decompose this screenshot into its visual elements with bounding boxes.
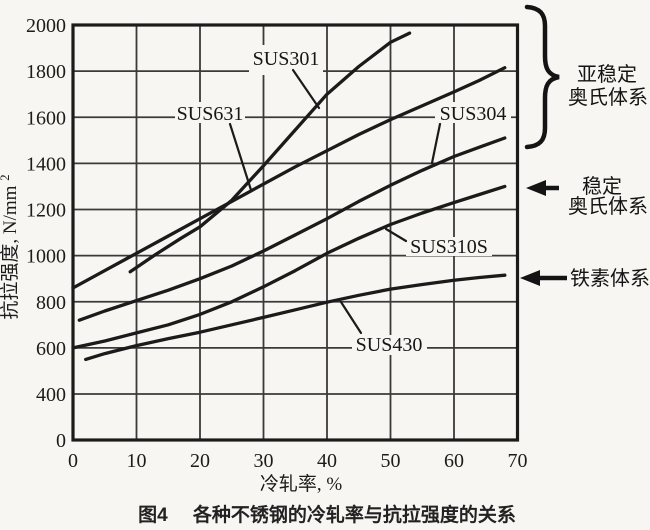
- leader-sus310s: [384, 227, 408, 243]
- x-tick-label-50: 50: [381, 450, 401, 472]
- series-label-sus430: SUS430: [356, 334, 423, 356]
- label-backgrounds: [175, 45, 511, 355]
- curve-sus304: [77, 136, 507, 322]
- annotation-stable-line1: 稳定: [582, 175, 622, 198]
- series-label-sus310s: SUS310S: [410, 236, 488, 258]
- label-bg-sus304: [435, 102, 511, 123]
- curve-sus631: [71, 66, 507, 290]
- y-axis-label-main: 抗拉强度, N/mm: [0, 185, 21, 319]
- x-tick-label-40: 40: [317, 450, 337, 472]
- x-tick-label-30: 30: [254, 450, 274, 472]
- x-tick-label-10: 10: [127, 450, 147, 472]
- left-arrow-icon-stable-austenite: [526, 180, 559, 196]
- axis-tick-labels: 2000 1800 1600 1400 1200 1000 800 600 400 00 10 20 3…: [26, 15, 528, 472]
- annotation-ferrite: 铁素体系: [570, 267, 650, 290]
- y-tick-label-1800: 1800: [26, 61, 66, 83]
- series-label-sus631: SUS631: [177, 103, 244, 125]
- curve-sus301: [128, 31, 412, 274]
- x-tick-label-0: 0: [68, 450, 78, 472]
- annotation-metastable-line1: 亚稳定: [577, 63, 637, 86]
- y-tick-label-2000: 2000: [26, 15, 66, 37]
- y-tick-label-1400: 1400: [26, 153, 66, 175]
- leader-sus631: [228, 122, 253, 192]
- x-tick-label-20: 20: [190, 450, 210, 472]
- y-axis-label-superscript: 2: [0, 174, 12, 181]
- label-bg-sus310s: [406, 237, 492, 256]
- figure-caption-number: 图4: [138, 504, 168, 526]
- leader-sus301: [291, 68, 321, 110]
- label-bg-sus301: [249, 45, 323, 75]
- curve-sus430: [84, 273, 507, 362]
- figure-caption: 图4 各种不锈钢的冷轧率与抗拉强度的关系: [138, 503, 516, 526]
- curve-sus310s: [71, 184, 507, 350]
- figure-caption-text: 各种不锈钢的冷轧率与抗拉强度的关系: [192, 503, 516, 526]
- leader-lines: [228, 68, 442, 335]
- y-tick-label-800: 800: [36, 292, 66, 314]
- arrowhead: [526, 180, 546, 196]
- brace-icon-metastable-group: [524, 4, 560, 150]
- series-label-sus301: SUS301: [253, 48, 320, 70]
- y-tick-label-1200: 1200: [26, 200, 66, 222]
- left-arrow-icon-ferrite: [520, 270, 567, 286]
- label-bg-sus631: [175, 102, 245, 123]
- y-tick-label-400: 400: [36, 384, 66, 406]
- x-axis-label: 冷轧率, %: [260, 473, 343, 495]
- leader-sus304: [430, 122, 442, 165]
- arrowhead: [520, 270, 540, 286]
- x-tick-label-60: 60: [444, 450, 464, 472]
- label-bg-sus430: [352, 335, 427, 355]
- y-tick-label-0: 0: [56, 430, 66, 452]
- annotation-stable-line2: 奥氏体系: [568, 195, 648, 218]
- plot-border: [71, 23, 520, 442]
- x-tick-label-70: 70: [508, 450, 528, 472]
- series-label-sus304: SUS304: [440, 103, 507, 125]
- curves: [71, 31, 507, 362]
- y-tick-label-600: 600: [36, 338, 66, 360]
- y-tick-label-1600: 1600: [26, 107, 66, 129]
- annotation-metastable-line2: 奥氏体系: [568, 86, 648, 109]
- leader-sus430: [339, 300, 363, 335]
- y-axis-label: 抗拉强度, N/mm 2: [0, 174, 21, 319]
- y-tick-label-1000: 1000: [26, 246, 66, 268]
